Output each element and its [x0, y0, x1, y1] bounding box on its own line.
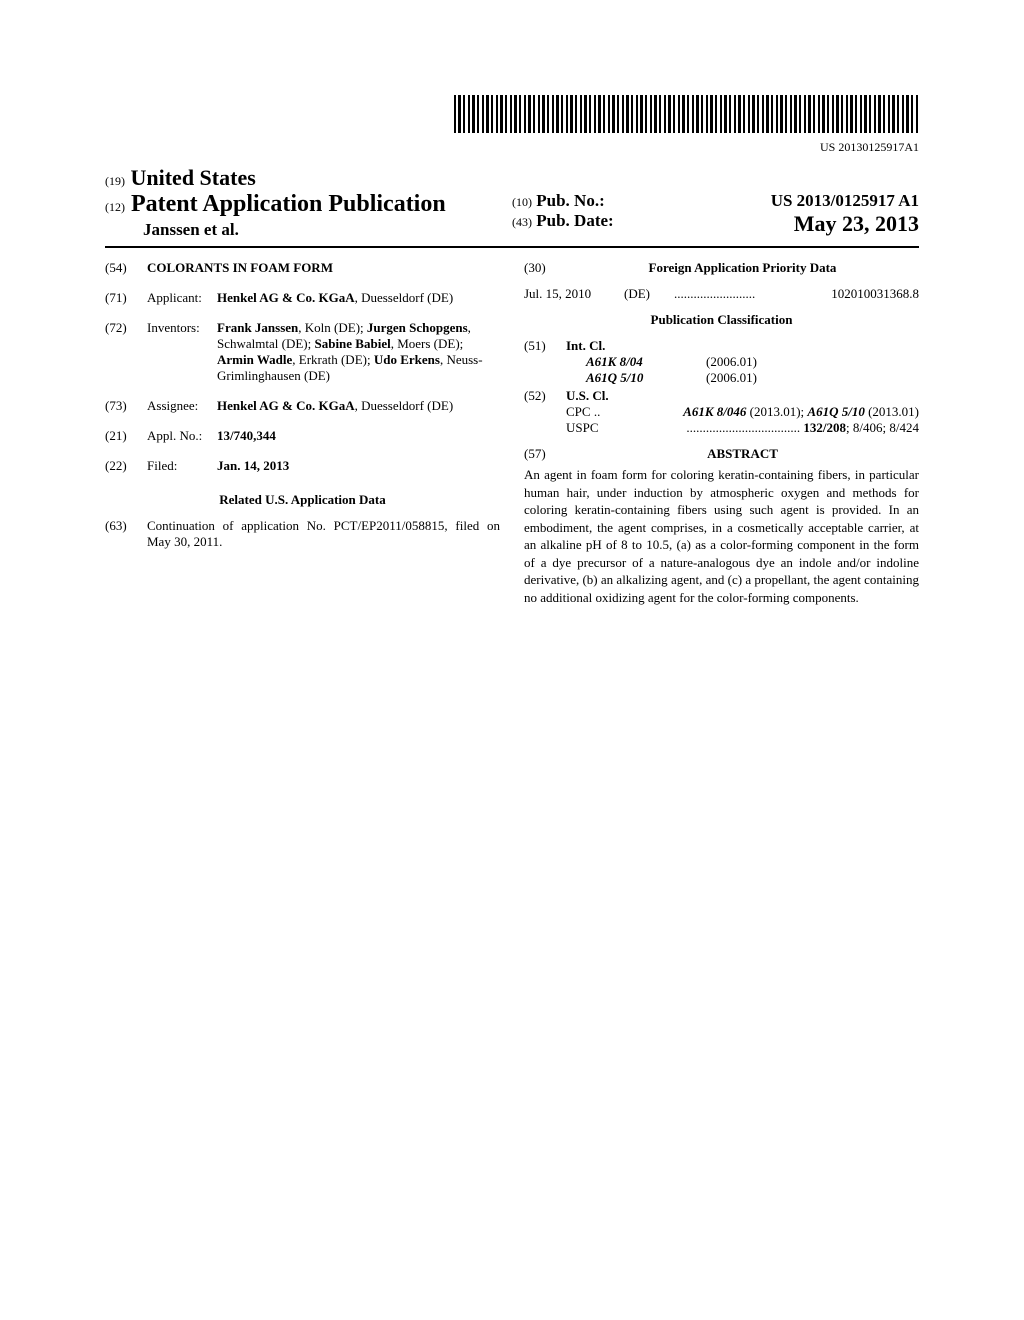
- uspc-prefix: USPC: [566, 420, 599, 436]
- right-column: (30) Foreign Application Priority Data J…: [524, 260, 919, 606]
- invention-title: COLORANTS IN FOAM FORM: [147, 260, 500, 276]
- foreign-app-number: 102010031368.8: [831, 286, 919, 302]
- related-app-header: Related U.S. Application Data: [105, 492, 500, 508]
- intcl-code-2: A61Q 5/10: [566, 370, 706, 386]
- field-72-num: (72): [105, 320, 147, 384]
- left-column: (54) COLORANTS IN FOAM FORM (71) Applica…: [105, 260, 500, 606]
- field-51-num: (51): [524, 338, 566, 354]
- inventors-label: Inventors:: [147, 320, 217, 384]
- foreign-priority-date: Jul. 15, 2010: [524, 286, 624, 302]
- field-21-num: (21): [105, 428, 147, 444]
- pubdate-label: Pub. Date:: [536, 211, 613, 230]
- cpc-prefix: CPC ..: [566, 404, 600, 420]
- uspc-rest: ; 8/406; 8/424: [846, 420, 919, 435]
- barcode-text: US 20130125917A1: [105, 140, 919, 155]
- applicant-label: Applicant:: [147, 290, 217, 306]
- cpc-code-1: A61K 8/046: [683, 404, 746, 419]
- dots-leader: .........................: [674, 286, 831, 302]
- country-field-num: (19): [105, 174, 125, 188]
- intcl-date-1: (2006.01): [706, 354, 757, 370]
- foreign-app-header: Foreign Application Priority Data: [566, 260, 919, 276]
- country-name: United States: [131, 165, 256, 190]
- barcode-image: [454, 95, 919, 133]
- field-54-num: (54): [105, 260, 147, 276]
- foreign-country-code: (DE): [624, 286, 674, 302]
- continuation-text: Continuation of application No. PCT/EP20…: [147, 518, 500, 550]
- applicant-name: Henkel AG & Co. KGaA: [217, 290, 355, 305]
- field-63-num: (63): [105, 518, 147, 550]
- pubno-field-num: (10): [512, 195, 532, 209]
- filed-label: Filed:: [147, 458, 217, 474]
- cpc-date-1: (2013.01);: [746, 404, 807, 419]
- cpc-date-2: (2013.01): [865, 404, 919, 419]
- barcode-region: US 20130125917A1: [105, 95, 919, 155]
- field-30-num: (30): [524, 260, 566, 276]
- assignee-location: , Duesseldorf (DE): [355, 398, 454, 413]
- abstract-header: ABSTRACT: [566, 446, 919, 462]
- filed-date: Jan. 14, 2013: [217, 458, 500, 474]
- int-cl-label: Int. Cl.: [566, 338, 919, 354]
- intcl-date-2: (2006.01): [706, 370, 757, 386]
- inventors-list: Frank Janssen, Koln (DE); Jurgen Schopge…: [217, 320, 500, 384]
- field-73-num: (73): [105, 398, 147, 414]
- uspc-main: 132/208: [800, 420, 846, 435]
- applno-label: Appl. No.:: [147, 428, 217, 444]
- field-22-num: (22): [105, 458, 147, 474]
- intcl-code-1: A61K 8/04: [566, 354, 706, 370]
- field-52-num: (52): [524, 388, 566, 404]
- abstract-text: An agent in foam form for coloring kerat…: [524, 466, 919, 606]
- field-57-num: (57): [524, 446, 566, 462]
- pubdate-field-num: (43): [512, 215, 532, 229]
- document-header: (19) United States (12) Patent Applicati…: [105, 165, 919, 248]
- cpc-code-2: A61Q 5/10: [807, 404, 864, 419]
- pubno-label: Pub. No.:: [536, 191, 604, 210]
- assignee-name: Henkel AG & Co. KGaA: [217, 398, 355, 413]
- author-line: Janssen et al.: [105, 220, 512, 240]
- applicant-location: , Duesseldorf (DE): [355, 290, 454, 305]
- pub-number: US 2013/0125917 A1: [771, 191, 919, 211]
- pub-type: Patent Application Publication: [131, 191, 446, 217]
- us-cl-label: U.S. Cl.: [566, 388, 919, 404]
- appl-number: 13/740,344: [217, 428, 500, 444]
- pubtype-field-num: (12): [105, 200, 125, 214]
- pub-classification-header: Publication Classification: [524, 312, 919, 328]
- assignee-label: Assignee:: [147, 398, 217, 414]
- pub-date: May 23, 2013: [794, 211, 919, 237]
- uspc-dots: ...................................: [686, 420, 800, 435]
- field-71-num: (71): [105, 290, 147, 306]
